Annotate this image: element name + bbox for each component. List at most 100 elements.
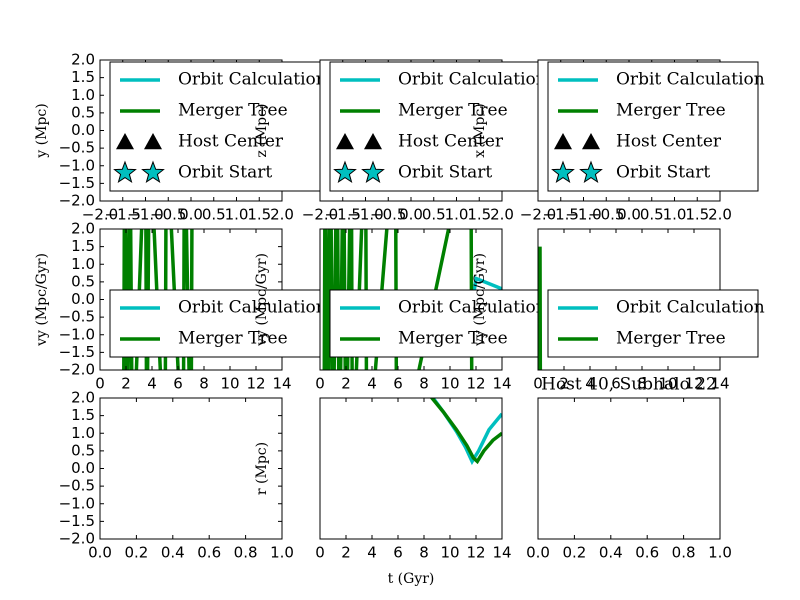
x-tick-label: 12 (466, 375, 485, 393)
legend-label: Host Center (616, 132, 722, 152)
y-tick-label: −2.0 (59, 530, 95, 548)
x-tick-label: 4 (367, 375, 377, 393)
axes-background (100, 398, 282, 539)
y-axis-label: y (Mpc) (34, 103, 50, 158)
legend: Orbit Calculation Merger Tree (109, 289, 327, 358)
y-tick-label: 1.5 (71, 237, 95, 255)
x-tick-label: 10 (440, 544, 459, 562)
y-tick-label: −1.5 (59, 343, 95, 361)
legend: Orbit Calculation Merger Tree (547, 289, 765, 358)
subplot: 0.0 0.2 0.4 0.6 0.8 1.02.01.51.00.50.0−0.5−1.… (59, 389, 294, 562)
x-tick-label: 0.5 (422, 206, 446, 224)
series-line (322, 229, 474, 370)
legend-label: Merger Tree (178, 329, 288, 349)
legend: Orbit Calculation Merger Tree Host Center O… (329, 61, 547, 192)
x-tick-label: 10 (440, 375, 459, 393)
subplot: 0 2 4 6 8 10 12 142.01.51.00.50.0−0.5−1.0−1.5−2… (34, 220, 327, 393)
axes-background (320, 398, 502, 539)
y-axis-label: vy (Mpc/Gyr) (34, 253, 50, 347)
subplot: 0.0 0.2 0.4 0.6 0.8 1.0 Host 40, Subhalo 22 (526, 375, 732, 562)
legend-marker (361, 160, 385, 184)
x-tick-label: 2 (559, 375, 569, 393)
y-tick-label: −0.5 (59, 139, 95, 157)
y-tick-label: 0.0 (71, 459, 95, 477)
y-axis-label: x (Mpc) (472, 103, 488, 157)
legend-marker (113, 160, 137, 184)
y-tick-label: −0.5 (59, 308, 95, 326)
x-tick-label: 2.0 (708, 206, 732, 224)
x-tick-label: 0.0 (88, 544, 112, 562)
x-tick-label: 4 (147, 375, 157, 393)
legend: Orbit Calculation Merger Tree (329, 289, 547, 358)
x-tick-label: 6 (611, 375, 621, 393)
y-tick-label: −2.0 (59, 361, 95, 379)
legend: Orbit Calculation Merger Tree Host Center O… (547, 61, 765, 192)
subplot: −2.0−1.5−1.0−0.50.00.51.01.52.02.01.51.0… (34, 51, 327, 224)
x-tick-label: 8 (419, 375, 429, 393)
x-tick-label: −2.0 (82, 206, 118, 224)
x-tick-label: 0 (315, 544, 325, 562)
x-tick-label: −0.5 (370, 206, 406, 224)
legend-label: Orbit Calculation (398, 70, 547, 90)
x-tick-label: 2.0 (270, 206, 294, 224)
x-tick-label: 1.5 (467, 206, 491, 224)
x-tick-label: 6 (393, 544, 403, 562)
x-tick-label: −1.0 (127, 206, 163, 224)
x-tick-label: 4 (367, 544, 377, 562)
legend-box (329, 289, 541, 358)
x-tick-label: 0.5 (640, 206, 664, 224)
x-tick-label: −0.5 (588, 206, 624, 224)
y-tick-label: 0.0 (71, 121, 95, 139)
x-tick-label: 0.2 (562, 544, 586, 562)
y-tick-label: 1.5 (71, 68, 95, 86)
x-tick-label: 1.0 (270, 544, 294, 562)
x-tick-label: 1.0 (225, 206, 249, 224)
y-axis-label: r (Mpc) (254, 442, 270, 495)
legend-marker (551, 160, 575, 184)
legend-label: Host Center (398, 132, 504, 152)
y-tick-label: 1.0 (71, 424, 95, 442)
x-tick-label: −1.5 (105, 206, 141, 224)
x-tick-label: −1.5 (325, 206, 361, 224)
legend-marker (336, 133, 354, 150)
x-tick-label: 6 (173, 375, 183, 393)
axes-frame (537, 397, 721, 540)
legend-label: Merger Tree (398, 101, 508, 121)
x-tick-label: 0.0 (526, 544, 550, 562)
x-tick-label: 0.0 (179, 206, 203, 224)
legend-marker (554, 133, 572, 150)
legend-box (109, 289, 321, 358)
y-tick-label: −1.0 (59, 325, 95, 343)
legend: Orbit Calculation Merger Tree Host Center O… (109, 61, 327, 192)
y-tick-label: −1.0 (59, 494, 95, 512)
x-tick-label: −0.5 (150, 206, 186, 224)
x-tick-label: 12 (684, 375, 703, 393)
x-tick-label: −2.0 (520, 206, 556, 224)
y-tick-label: 2.0 (71, 51, 95, 69)
x-tick-label: 0.4 (161, 544, 185, 562)
x-tick-label: −2.0 (302, 206, 338, 224)
x-tick-label: 0.0 (399, 206, 423, 224)
legend-label: Orbit Calculation (616, 70, 765, 90)
legend-label: Merger Tree (616, 101, 726, 121)
x-tick-label: 0.2 (124, 544, 148, 562)
x-tick-label: 0.6 (197, 544, 221, 562)
y-tick-label: 0.5 (71, 272, 95, 290)
legend-label: Merger Tree (398, 329, 508, 349)
x-tick-label: 8 (199, 375, 209, 393)
subplot: −2.0−1.5−1.0−0.50.00.51.01.52.0z (Mpc)Or… (254, 59, 547, 224)
y-axis-label: vy (Mpc/Gyr) (254, 253, 270, 347)
y-tick-label: 0.5 (71, 103, 95, 121)
x-tick-label: −1.5 (543, 206, 579, 224)
x-tick-label: 1.5 (247, 206, 271, 224)
x-tick-label: 0.0 (617, 206, 641, 224)
legend-label: Orbit Calculation (398, 298, 547, 318)
y-tick-label: 1.5 (71, 406, 95, 424)
subplot: −2.0−1.5−1.0−0.50.00.51.01.52.0x (Mpc)Or… (472, 59, 765, 224)
x-tick-label: 6 (393, 375, 403, 393)
x-tick-label: 2.0 (490, 206, 514, 224)
x-tick-label: 2 (121, 375, 131, 393)
series-line (538, 246, 543, 370)
